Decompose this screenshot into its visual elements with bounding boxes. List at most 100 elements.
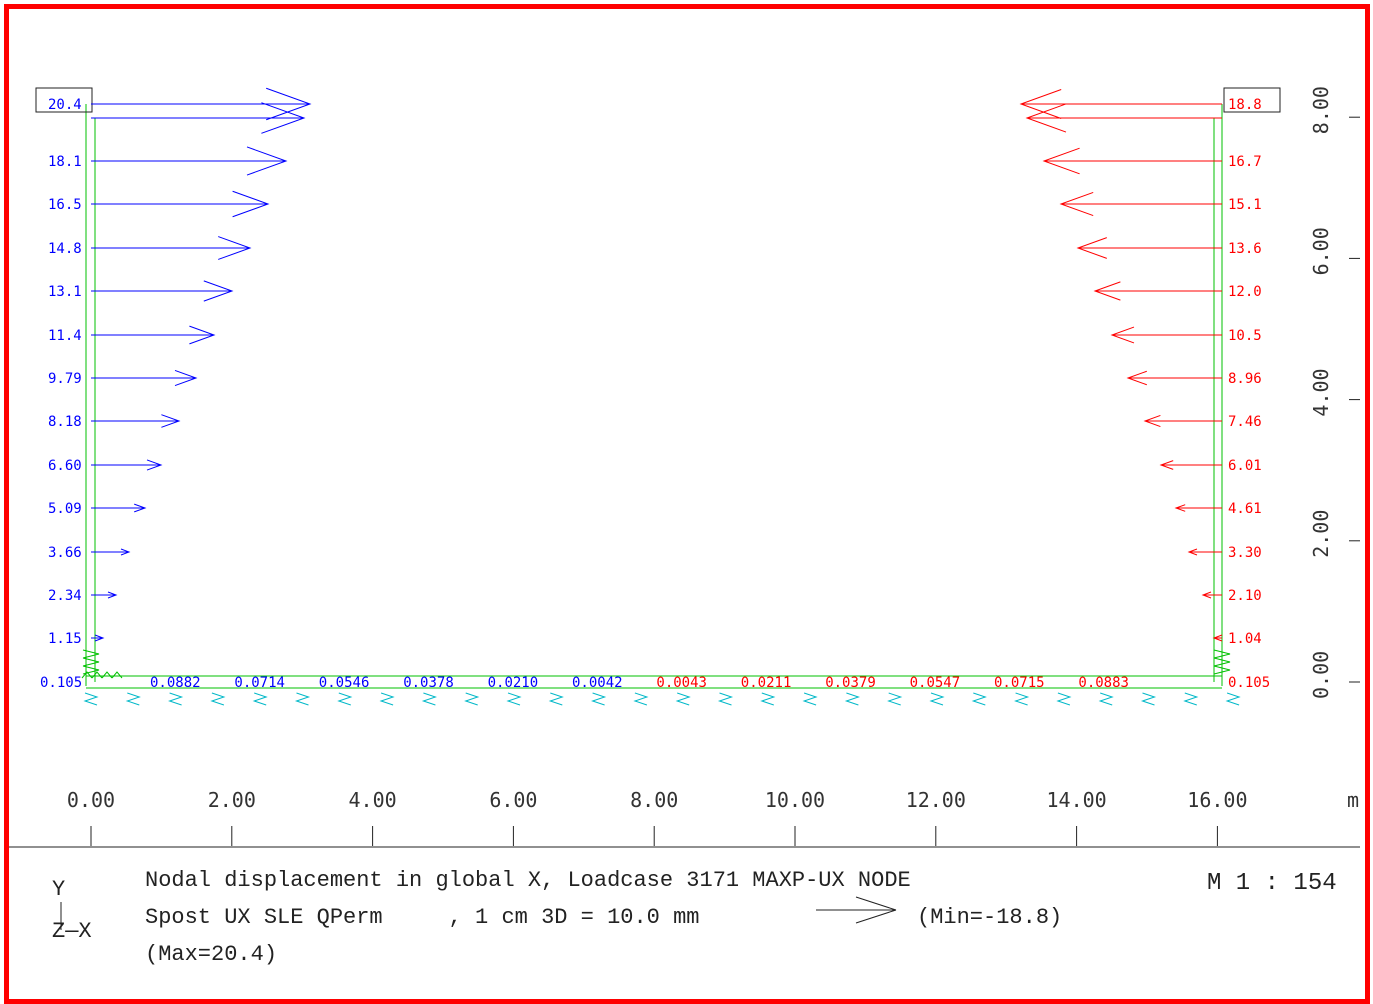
right-load-arrow: [1187, 548, 1222, 556]
right-load-label: 12.0: [1228, 284, 1262, 300]
base-load-label: 0.0546: [319, 675, 370, 691]
right-load-arrow: [1019, 89, 1222, 119]
axis-y-label: Y: [52, 877, 65, 902]
base-load-label: 0.0043: [656, 675, 707, 691]
left-load-arrow: [91, 591, 118, 599]
support-spring: [1140, 692, 1157, 706]
support-spring: [464, 692, 480, 706]
x-tick-label: 10.00: [765, 788, 825, 812]
left-load-arrow: [91, 459, 163, 471]
right-load-arrow: [1126, 370, 1222, 386]
support-springs: [81, 649, 1241, 706]
left-load-label: 20.4: [48, 97, 82, 113]
left-load-label: 0.105: [40, 675, 82, 691]
x-tick-label: 4.00: [349, 788, 397, 812]
support-spring: [591, 692, 607, 706]
left-load-label: 3.66: [48, 545, 82, 561]
right-load-label: 13.6: [1228, 241, 1262, 257]
support-spring: [1056, 692, 1072, 706]
right-load-label: 3.30: [1228, 545, 1262, 561]
right-load-label: 1.04: [1228, 631, 1262, 647]
base-load-label: 0.0547: [910, 675, 961, 691]
base-load-label: 0.0882: [150, 675, 201, 691]
left-load-label: 18.1: [48, 154, 82, 170]
x-tick-label: 0.00: [67, 788, 115, 812]
base-spring-zigzag: [81, 671, 93, 679]
support-spring: [802, 692, 818, 706]
support-spring: [421, 692, 437, 706]
scale-label: M 1 : 154: [1207, 870, 1337, 897]
x-tick-label: 12.00: [906, 788, 966, 812]
support-spring: [633, 692, 649, 706]
support-spring: [125, 692, 141, 706]
right-load-label: 2.10: [1228, 588, 1262, 604]
left-load-label: 8.18: [48, 414, 82, 430]
left-load-arrow: [91, 325, 216, 345]
base-labels: 0.0882 0.0714 0.0546 0.0378 0.0210 0.0042 0.00…: [150, 675, 1129, 691]
frame-structure: [35, 87, 1281, 689]
right-load-arrow: [1201, 591, 1222, 599]
left-load-arrow: [91, 369, 198, 387]
right-load-label: 7.46: [1228, 414, 1262, 430]
left-wall-spring: [82, 665, 100, 675]
right-load-arrow: [1076, 237, 1222, 259]
left-load-label: 6.60: [48, 458, 82, 474]
right-load-label: 15.1: [1228, 197, 1262, 213]
footer-line1: Nodal displacement in global X, Loadcase…: [145, 868, 911, 893]
base-load-label: 0.0379: [825, 675, 876, 691]
right-load-arrow: [1025, 103, 1222, 133]
footer-max: (Max=20.4): [145, 942, 277, 967]
support-spring: [844, 692, 860, 706]
y-axis: 0.00 2.00 4.00 6.00 8.00: [1309, 86, 1360, 699]
right-load-label: 16.7: [1228, 154, 1262, 170]
axis-zx-label: Z—X: [52, 919, 92, 944]
right-load-label: 10.5: [1228, 328, 1262, 344]
support-spring: [210, 692, 226, 706]
left-load-arrow: [91, 503, 147, 513]
left-load-label: 9.79: [48, 371, 82, 387]
x-unit-label: m: [1347, 788, 1359, 812]
left-load-label: 11.4: [48, 328, 82, 344]
right-load-label: 4.61: [1228, 501, 1262, 517]
left-load-label: 13.1: [48, 284, 82, 300]
left-wall-spring: [82, 649, 100, 659]
base-load-label: 0.0883: [1078, 675, 1129, 691]
support-spring: [168, 692, 184, 706]
footer-min: (Min=-18.8): [917, 905, 1062, 930]
min-value-box: [1223, 87, 1281, 113]
right-load-label: 0.105: [1228, 675, 1270, 691]
y-tick-label: 0.00: [1309, 651, 1333, 699]
base-load-label: 0.0378: [403, 675, 454, 691]
x-axis: 0.00 2.00 4.00 6.00 8.00 10.00 12.00 14.00 16.00…: [9, 788, 1360, 846]
left-load-arrow: [91, 146, 288, 176]
right-load-arrow: [1042, 147, 1222, 175]
y-tick-label: 2.00: [1309, 510, 1333, 558]
left-load-arrow: [91, 236, 252, 260]
footer-line2: Spost UX SLE QPerm , 1 cm 3D = 10.0 mm: [145, 905, 700, 930]
right-load-arrow: [1143, 414, 1222, 428]
right-load-arrow: [1059, 191, 1222, 217]
left-load-arrow: [91, 102, 306, 134]
support-spring: [548, 692, 564, 706]
x-tick-label: 16.00: [1187, 788, 1247, 812]
support-spring: [929, 692, 945, 706]
support-spring: [760, 692, 776, 706]
support-spring: [717, 692, 734, 706]
support-spring: [971, 692, 987, 706]
support-spring: [887, 692, 903, 706]
left-load-arrow: [91, 280, 234, 302]
left-load-arrow: [91, 548, 131, 556]
support-spring: [675, 692, 691, 706]
y-tick-label: 4.00: [1309, 368, 1333, 416]
left-load-arrow: [91, 87, 312, 121]
base-load-label: 0.0715: [994, 675, 1045, 691]
right-wall-spring: [1213, 665, 1231, 675]
support-spring: [294, 692, 311, 706]
legend-arrow-icon: [816, 896, 897, 924]
support-spring: [337, 692, 353, 706]
left-load-label: 16.5: [48, 197, 82, 213]
left-load-label: 14.8: [48, 241, 82, 257]
left-load-arrow: [91, 190, 270, 218]
base-spring-zigzag: [101, 671, 113, 679]
